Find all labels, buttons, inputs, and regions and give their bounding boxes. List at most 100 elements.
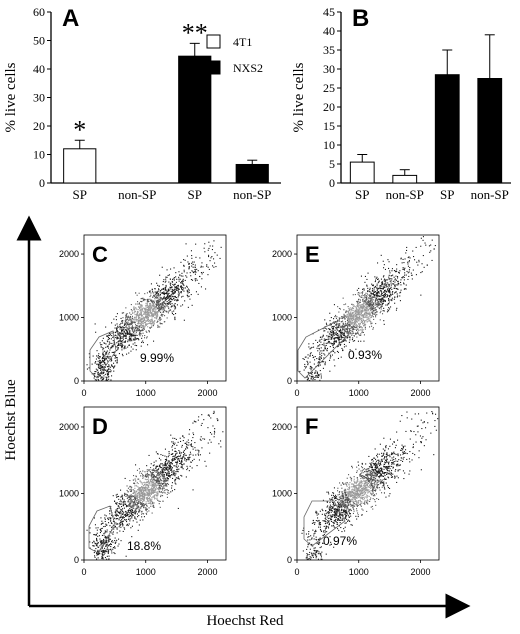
event-dot bbox=[179, 274, 181, 276]
event-dot bbox=[135, 475, 137, 477]
event-dot bbox=[331, 332, 333, 334]
event-dot bbox=[352, 337, 354, 339]
event-dot bbox=[161, 480, 163, 482]
event-dot bbox=[335, 327, 337, 329]
event-dot bbox=[172, 281, 174, 283]
event-dot bbox=[139, 335, 141, 337]
event-dot bbox=[379, 303, 381, 305]
event-dot bbox=[181, 465, 183, 467]
event-dot bbox=[171, 293, 173, 295]
event-dot bbox=[188, 268, 190, 270]
event-dot bbox=[430, 244, 432, 246]
event-dot bbox=[216, 254, 218, 256]
event-dot bbox=[168, 309, 170, 311]
event-dot bbox=[329, 342, 331, 344]
event-dot bbox=[157, 469, 159, 471]
y-tick-label: 25 bbox=[323, 81, 335, 95]
event-dot bbox=[376, 306, 378, 308]
event-dot bbox=[179, 437, 181, 439]
event-dot bbox=[377, 300, 379, 302]
event-dot bbox=[147, 481, 149, 483]
event-dot bbox=[127, 318, 129, 320]
event-dot bbox=[126, 316, 128, 318]
event-dot bbox=[139, 309, 141, 311]
event-dot bbox=[117, 518, 119, 520]
event-dot bbox=[110, 379, 112, 381]
event-dot bbox=[157, 296, 159, 298]
event-dot bbox=[125, 320, 127, 322]
event-dot bbox=[128, 329, 130, 331]
event-dot bbox=[386, 284, 388, 286]
event-dot bbox=[354, 306, 356, 308]
event-dot bbox=[102, 356, 104, 358]
event-dot bbox=[132, 520, 134, 522]
event-dot bbox=[191, 270, 193, 272]
event-dot bbox=[120, 515, 122, 517]
event-dot bbox=[340, 317, 342, 319]
event-dot bbox=[106, 370, 108, 372]
event-dot bbox=[210, 257, 212, 259]
x-tick-label: non-SP bbox=[233, 187, 271, 202]
event-dot bbox=[338, 336, 340, 338]
y-tick-label: 0 bbox=[74, 555, 79, 565]
event-dot bbox=[342, 324, 344, 326]
event-dot bbox=[138, 499, 140, 501]
event-dot bbox=[111, 345, 113, 347]
event-dot bbox=[147, 305, 149, 307]
event-dot bbox=[371, 293, 373, 295]
event-dot bbox=[128, 319, 130, 321]
event-dot bbox=[131, 323, 133, 325]
event-dot bbox=[148, 485, 150, 487]
event-dot bbox=[145, 491, 147, 493]
event-dot bbox=[353, 314, 355, 316]
event-dot bbox=[333, 343, 335, 345]
event-dot bbox=[388, 276, 390, 278]
event-dot bbox=[128, 504, 130, 506]
event-dot bbox=[381, 300, 383, 302]
event-dot bbox=[382, 287, 384, 289]
event-dot bbox=[144, 475, 146, 477]
event-dot bbox=[180, 466, 182, 468]
event-dot bbox=[113, 362, 115, 364]
event-dot bbox=[132, 489, 134, 491]
event-dot bbox=[121, 353, 123, 355]
event-dot bbox=[125, 318, 127, 320]
event-dot bbox=[371, 311, 373, 313]
event-dot bbox=[105, 353, 107, 355]
event-dot bbox=[148, 500, 150, 502]
event-dot bbox=[333, 343, 335, 345]
event-dot bbox=[376, 299, 378, 301]
event-dot bbox=[339, 338, 341, 340]
event-dot bbox=[108, 351, 110, 353]
event-dot bbox=[365, 304, 367, 306]
event-dot bbox=[149, 291, 151, 293]
event-dot bbox=[359, 318, 361, 320]
event-dot bbox=[159, 326, 161, 328]
event-dot bbox=[321, 344, 323, 346]
event-dot bbox=[113, 366, 115, 368]
event-dot bbox=[140, 503, 142, 505]
event-dot bbox=[373, 296, 375, 298]
event-dot bbox=[136, 312, 138, 314]
event-dot bbox=[353, 322, 355, 324]
event-dot bbox=[131, 505, 133, 507]
event-dot bbox=[370, 298, 372, 300]
event-dot bbox=[175, 453, 177, 455]
event-dot bbox=[130, 527, 132, 529]
event-dot bbox=[105, 523, 107, 525]
event-dot bbox=[181, 272, 183, 274]
event-dot bbox=[175, 466, 177, 468]
event-dot bbox=[159, 290, 161, 292]
event-dot bbox=[349, 319, 351, 321]
event-dot bbox=[365, 323, 367, 325]
event-dot bbox=[176, 456, 178, 458]
event-dot bbox=[322, 361, 324, 363]
event-dot bbox=[319, 359, 321, 361]
event-dot bbox=[138, 334, 140, 336]
event-dot bbox=[354, 327, 356, 329]
event-dot bbox=[115, 502, 117, 504]
event-dot bbox=[158, 487, 160, 489]
event-dot bbox=[118, 340, 120, 342]
event-dot bbox=[159, 466, 161, 468]
